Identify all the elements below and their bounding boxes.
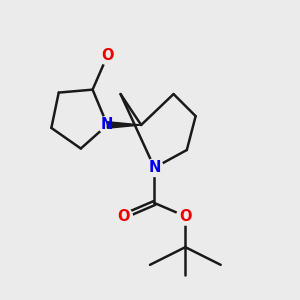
Circle shape bbox=[176, 207, 194, 225]
Text: O: O bbox=[117, 209, 130, 224]
Text: O: O bbox=[101, 48, 114, 63]
Circle shape bbox=[115, 207, 132, 225]
Text: N: N bbox=[101, 118, 113, 133]
Text: N: N bbox=[148, 160, 160, 175]
Circle shape bbox=[98, 116, 116, 134]
Polygon shape bbox=[107, 122, 141, 128]
Circle shape bbox=[146, 159, 163, 176]
Circle shape bbox=[98, 47, 116, 64]
Text: O: O bbox=[179, 209, 192, 224]
